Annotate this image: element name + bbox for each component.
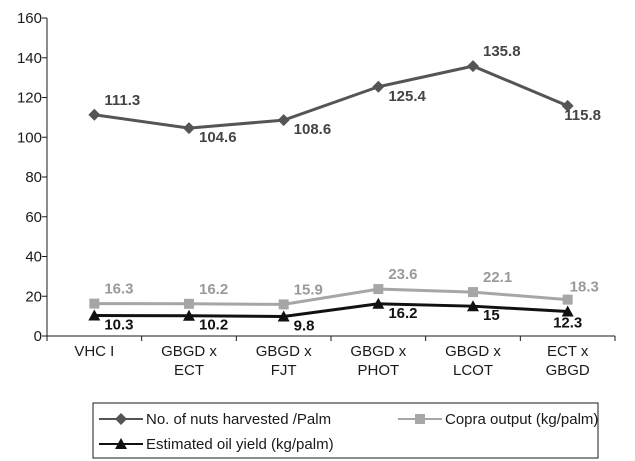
- data-label: 22.1: [483, 269, 512, 286]
- x-category-label: ECT x GBGD: [546, 343, 590, 379]
- diamond-marker: [115, 413, 127, 425]
- data-label: 16.2: [388, 305, 417, 322]
- diamond-marker: [277, 114, 290, 127]
- triangle-marker: [372, 297, 385, 309]
- square-marker: [562, 294, 573, 305]
- legend: No. of nuts harvested /Palm Copra output …: [92, 402, 599, 459]
- x-category-label-line: ECT: [174, 362, 204, 379]
- data-label: 9.8: [294, 318, 315, 335]
- diamond-marker: [561, 99, 574, 112]
- data-label: 15.9: [294, 281, 323, 298]
- y-tick-label: 100: [17, 129, 42, 146]
- y-tick-label: 20: [25, 288, 42, 305]
- x-category-label-line: LCOT: [453, 362, 493, 379]
- triangle-marker: [183, 309, 195, 321]
- legend-box: [92, 402, 599, 459]
- x-category-label: VHC I: [74, 343, 114, 360]
- data-label: 10.3: [104, 317, 133, 334]
- y-tick-label: 60: [25, 209, 42, 226]
- legend-item: No. of nuts harvested /Palm: [99, 411, 331, 428]
- series-2: [89, 284, 573, 310]
- y-tick-label: 40: [25, 249, 42, 266]
- square-marker: [184, 298, 194, 309]
- data-label: 15: [483, 307, 500, 324]
- x-category-label-line: ECT x: [547, 343, 589, 360]
- series-line: [94, 302, 568, 319]
- data-label: 12.3: [553, 315, 582, 332]
- x-category-label: GBGD x FJT: [256, 343, 312, 379]
- y-tick-label: 140: [17, 50, 42, 67]
- diamond-marker: [467, 60, 479, 73]
- y-tick-label: 0: [34, 328, 42, 345]
- series-1: [88, 60, 574, 135]
- x-category-label: GBGD x LCOT: [445, 343, 501, 379]
- series-3: [88, 297, 574, 322]
- x-category-label-line: GBGD x: [350, 343, 406, 360]
- triangle-marker: [115, 438, 127, 449]
- x-category-label-line: GBGD x: [445, 343, 501, 360]
- x-category-labels: VHC I GBGD x ECT GBGD x FJT GBGD x PHOT GBGD x L…: [74, 343, 590, 379]
- x-category-label-line: FJT: [271, 362, 297, 379]
- legend-item: Copra output (kg/palm): [398, 411, 598, 428]
- data-label: 104.6: [199, 129, 237, 146]
- y-tick-label: 120: [17, 90, 42, 107]
- x-category-label: GBGD x PHOT: [350, 343, 406, 379]
- legend-label: No. of nuts harvested /Palm: [146, 411, 331, 428]
- square-marker: [468, 287, 478, 298]
- x-category-label-line: GBGD: [546, 362, 590, 379]
- x-category-label-line: GBGD x: [161, 343, 217, 360]
- x-category-label-line: PHOT: [357, 362, 399, 379]
- data-labels: 111.3 104.6 108.6 125.4 135.8 115.8 16.3 16.2 15…: [104, 43, 601, 334]
- square-marker: [278, 299, 289, 310]
- square-marker: [373, 284, 384, 295]
- legend-label: Copra output (kg/palm): [445, 411, 598, 428]
- y-tick-label: 160: [17, 10, 42, 27]
- data-label: 23.6: [388, 266, 417, 283]
- x-category-label-line: GBGD x: [256, 343, 312, 360]
- diamond-marker: [183, 122, 195, 135]
- triangle-marker: [88, 309, 101, 321]
- axes: [42, 17, 616, 341]
- x-category-label: GBGD x ECT: [161, 343, 217, 379]
- square-marker: [415, 414, 425, 424]
- diamond-marker: [372, 80, 385, 93]
- data-label: 10.2: [199, 317, 228, 334]
- y-tick-label: 80: [25, 169, 42, 186]
- data-label: 108.6: [294, 121, 332, 138]
- data-label: 115.8: [564, 107, 601, 124]
- x-category-label-line: VHC I: [74, 343, 114, 360]
- data-label: 18.3: [570, 279, 599, 296]
- diamond-marker: [88, 108, 101, 121]
- series-line: [94, 64, 569, 130]
- legend-label: Estimated oil yield (kg/palm): [146, 436, 334, 453]
- legend-item: Estimated oil yield (kg/palm): [99, 436, 334, 453]
- series-line: [94, 287, 568, 306]
- data-label: 16.2: [199, 281, 228, 298]
- data-label: 135.8: [483, 43, 521, 60]
- triangle-marker: [467, 300, 479, 312]
- triangle-marker: [561, 305, 574, 317]
- y-tick-labels: 0 20 40 60 80 100 120 140 160: [17, 10, 42, 345]
- series-lines: [88, 60, 574, 322]
- data-label: 125.4: [388, 88, 426, 105]
- data-label: 16.3: [104, 281, 133, 298]
- data-label: 111.3: [104, 92, 140, 109]
- triangle-marker: [277, 310, 290, 322]
- square-marker: [89, 298, 100, 309]
